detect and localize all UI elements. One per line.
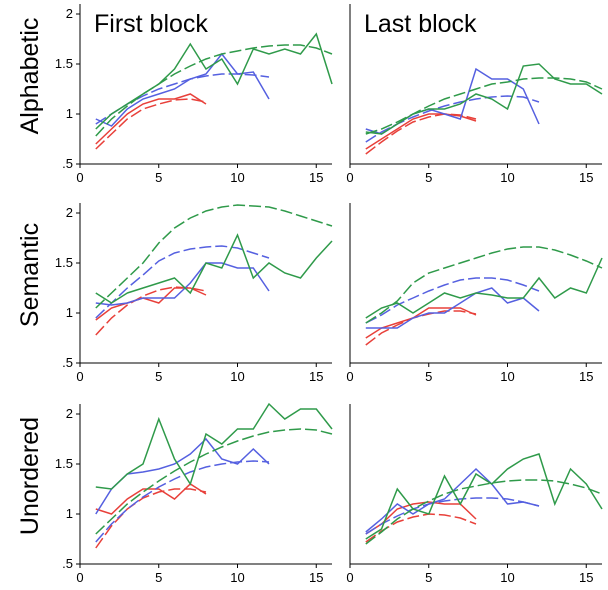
- y-tick-label: 1: [66, 106, 73, 121]
- plot-area: [95, 204, 333, 336]
- y-tick-label: 2: [66, 406, 73, 421]
- fit-line: [95, 460, 270, 543]
- row-label: Alphabetic: [16, 18, 44, 135]
- y-tick-label: 1.5: [55, 456, 73, 471]
- data-line: [365, 453, 603, 540]
- x-tick-label: 15: [579, 570, 593, 585]
- column-title: First block: [94, 10, 208, 38]
- fit-line: [365, 246, 603, 324]
- data-line: [95, 52, 270, 127]
- column-title: Last block: [364, 10, 477, 38]
- row-label: Semantic: [16, 223, 44, 327]
- x-tick-label: 15: [309, 570, 323, 585]
- data-line: [365, 307, 477, 339]
- plot-area: [365, 63, 603, 155]
- x-tick-label: 15: [579, 369, 593, 384]
- x-tick-label: 5: [425, 570, 432, 585]
- fit-line: [365, 113, 477, 155]
- data-line: [95, 437, 270, 515]
- x-tick-label: 15: [309, 369, 323, 384]
- data-line: [365, 257, 603, 319]
- data-line: [95, 262, 270, 306]
- fit-line: [365, 77, 603, 135]
- fit-line: [95, 44, 333, 137]
- fit-line: [365, 497, 540, 535]
- data-line: [95, 233, 333, 304]
- data-line: [365, 63, 603, 135]
- x-tick-label: 5: [155, 570, 162, 585]
- x-tick-label: 5: [155, 170, 162, 185]
- y-tick-label: 2: [66, 205, 73, 220]
- data-line: [95, 93, 207, 145]
- x-tick-label: 0: [346, 570, 353, 585]
- y-tick-label: 1: [66, 506, 73, 521]
- x-tick-label: 10: [500, 369, 514, 384]
- x-tick-label: 0: [76, 170, 83, 185]
- fit-line: [95, 98, 207, 150]
- y-tick-label: 1: [66, 305, 73, 320]
- x-tick-label: 5: [425, 369, 432, 384]
- x-tick-label: 15: [579, 170, 593, 185]
- plot-area: [95, 32, 333, 150]
- x-tick-label: 10: [230, 170, 244, 185]
- y-tick-label: .5: [62, 355, 73, 370]
- fit-line: [95, 428, 333, 535]
- x-tick-label: 5: [155, 369, 162, 384]
- fit-line: [365, 310, 477, 346]
- x-tick-label: 0: [76, 369, 83, 384]
- plot-area: [365, 453, 603, 545]
- fit-line: [95, 204, 333, 309]
- y-tick-label: 2: [66, 6, 73, 21]
- plot-area: [95, 402, 333, 549]
- x-tick-label: 5: [425, 170, 432, 185]
- x-tick-label: 10: [500, 570, 514, 585]
- plot-area: [365, 246, 603, 346]
- fit-line: [95, 286, 207, 336]
- fit-line: [365, 479, 603, 545]
- row-label: Unordered: [16, 417, 44, 535]
- y-tick-label: 1.5: [55, 255, 73, 270]
- data-line: [95, 402, 333, 490]
- x-tick-label: 0: [346, 369, 353, 384]
- x-tick-label: 10: [230, 570, 244, 585]
- fit-line: [365, 277, 540, 324]
- fit-line: [95, 488, 207, 549]
- x-tick-label: 0: [346, 170, 353, 185]
- y-tick-label: 1.5: [55, 56, 73, 71]
- data-line: [365, 113, 477, 150]
- data-line: [95, 32, 333, 130]
- x-tick-label: 15: [309, 170, 323, 185]
- data-line: [365, 287, 540, 329]
- fit-line: [95, 245, 270, 319]
- y-tick-label: .5: [62, 156, 73, 171]
- data-line: [95, 483, 207, 515]
- y-tick-label: .5: [62, 556, 73, 571]
- x-tick-label: 0: [76, 570, 83, 585]
- x-tick-label: 10: [500, 170, 514, 185]
- x-tick-label: 10: [230, 369, 244, 384]
